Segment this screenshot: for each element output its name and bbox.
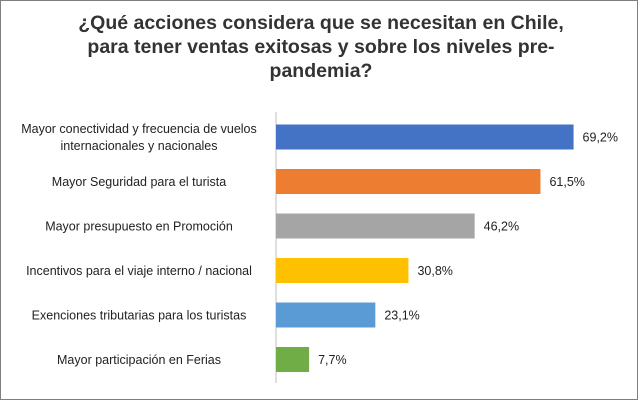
bar-0	[276, 124, 574, 150]
data-label-4: 23,1%	[384, 309, 419, 323]
category-label-3: Incentivos para el viaje interno / nacio…	[26, 264, 252, 278]
bar-4	[276, 302, 376, 328]
category-label-2: Mayor presupuesto en Promoción	[45, 220, 233, 234]
data-label-5: 7,7%	[318, 353, 347, 367]
category-label-line: Incentivos para el viaje interno / nacio…	[26, 264, 252, 278]
category-label-line: Mayor participación en Ferias	[57, 353, 221, 367]
data-label-1: 61,5%	[549, 175, 584, 189]
chart-title: ¿Qué acciones considera que se necesitan…	[78, 12, 564, 82]
category-label-1: Mayor Seguridad para el turista	[52, 175, 226, 189]
data-label-3: 30,8%	[417, 264, 452, 278]
bar-3	[276, 258, 409, 283]
data-label-0: 69,2%	[583, 131, 618, 145]
bar-1	[276, 169, 541, 194]
category-label-line: internacionales y nacionales	[60, 139, 217, 153]
bar-2	[276, 213, 475, 239]
category-label-line: Mayor Seguridad para el turista	[52, 175, 226, 189]
category-label-line: Mayor conectividad y frecuencia de vuelo…	[21, 122, 257, 136]
category-label-4: Exenciones tributarias para los turistas	[32, 309, 247, 323]
category-label-line: Exenciones tributarias para los turistas	[32, 309, 247, 323]
category-label-5: Mayor participación en Ferias	[57, 353, 221, 367]
category-label-line: Mayor presupuesto en Promoción	[45, 220, 233, 234]
data-label-2: 46,2%	[484, 220, 519, 234]
bar-5	[276, 347, 310, 372]
category-label-0: Mayor conectividad y frecuencia de vuelo…	[21, 122, 257, 153]
